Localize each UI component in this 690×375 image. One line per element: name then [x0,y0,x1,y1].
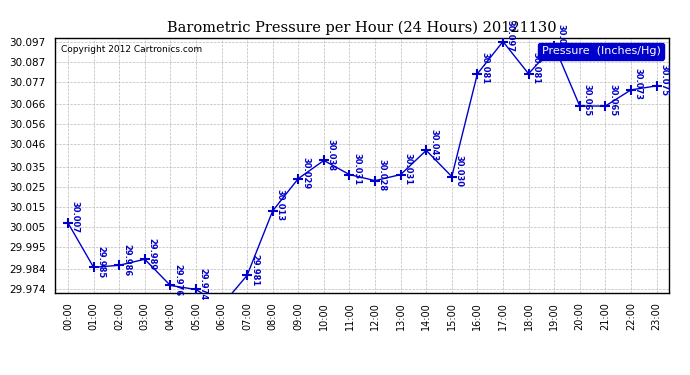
Text: 30.028: 30.028 [378,159,387,191]
Pressure  (Inches/Hg) [319,158,328,163]
Text: 30.095: 30.095 [557,24,566,56]
Pressure  (Inches/Hg) [601,104,609,108]
Text: 29.966: 29.966 [0,374,1,375]
Pressure  (Inches/Hg) [473,72,482,76]
Pressure  (Inches/Hg) [64,221,72,225]
Pressure  (Inches/Hg) [499,39,507,44]
Text: 30.030: 30.030 [455,155,464,187]
Pressure  (Inches/Hg) [422,148,431,153]
Pressure  (Inches/Hg) [448,174,456,179]
Text: 30.043: 30.043 [429,129,438,161]
Line: Pressure  (Inches/Hg): Pressure (Inches/Hg) [63,37,662,310]
Title: Barometric Pressure per Hour (24 Hours) 20121130: Barometric Pressure per Hour (24 Hours) … [168,21,557,35]
Text: 30.029: 30.029 [301,157,310,189]
Text: 29.986: 29.986 [122,244,131,276]
Text: 30.081: 30.081 [531,52,540,84]
Pressure  (Inches/Hg) [345,172,353,177]
Text: 29.976: 29.976 [173,264,182,296]
Pressure  (Inches/Hg) [652,84,660,88]
Pressure  (Inches/Hg) [524,72,533,76]
Text: Copyright 2012 Cartronics.com: Copyright 2012 Cartronics.com [61,45,202,54]
Pressure  (Inches/Hg) [217,303,226,308]
Text: 30.007: 30.007 [71,201,80,233]
Pressure  (Inches/Hg) [575,104,584,108]
Pressure  (Inches/Hg) [627,88,635,92]
Pressure  (Inches/Hg) [90,265,98,270]
Text: 30.031: 30.031 [352,153,362,185]
Pressure  (Inches/Hg) [141,257,149,261]
Text: 30.065: 30.065 [608,84,617,117]
Pressure  (Inches/Hg) [166,283,175,288]
Pressure  (Inches/Hg) [294,176,302,181]
Text: 30.081: 30.081 [480,52,489,84]
Pressure  (Inches/Hg) [550,44,558,48]
Pressure  (Inches/Hg) [192,287,200,292]
Text: 29.989: 29.989 [148,238,157,270]
Text: 29.974: 29.974 [199,268,208,300]
Text: 30.073: 30.073 [633,68,642,100]
Pressure  (Inches/Hg) [115,263,124,267]
Legend: Pressure  (Inches/Hg): Pressure (Inches/Hg) [538,43,664,60]
Text: 29.985: 29.985 [97,246,106,278]
Text: 30.031: 30.031 [404,153,413,185]
Pressure  (Inches/Hg) [371,178,380,183]
Text: 30.038: 30.038 [326,139,335,171]
Text: 30.013: 30.013 [275,189,284,221]
Text: 29.981: 29.981 [250,254,259,286]
Pressure  (Inches/Hg) [243,273,251,278]
Text: 30.065: 30.065 [582,84,591,117]
Pressure  (Inches/Hg) [268,209,277,213]
Pressure  (Inches/Hg) [397,172,405,177]
Text: 30.097: 30.097 [506,20,515,52]
Text: 30.075: 30.075 [659,64,669,96]
